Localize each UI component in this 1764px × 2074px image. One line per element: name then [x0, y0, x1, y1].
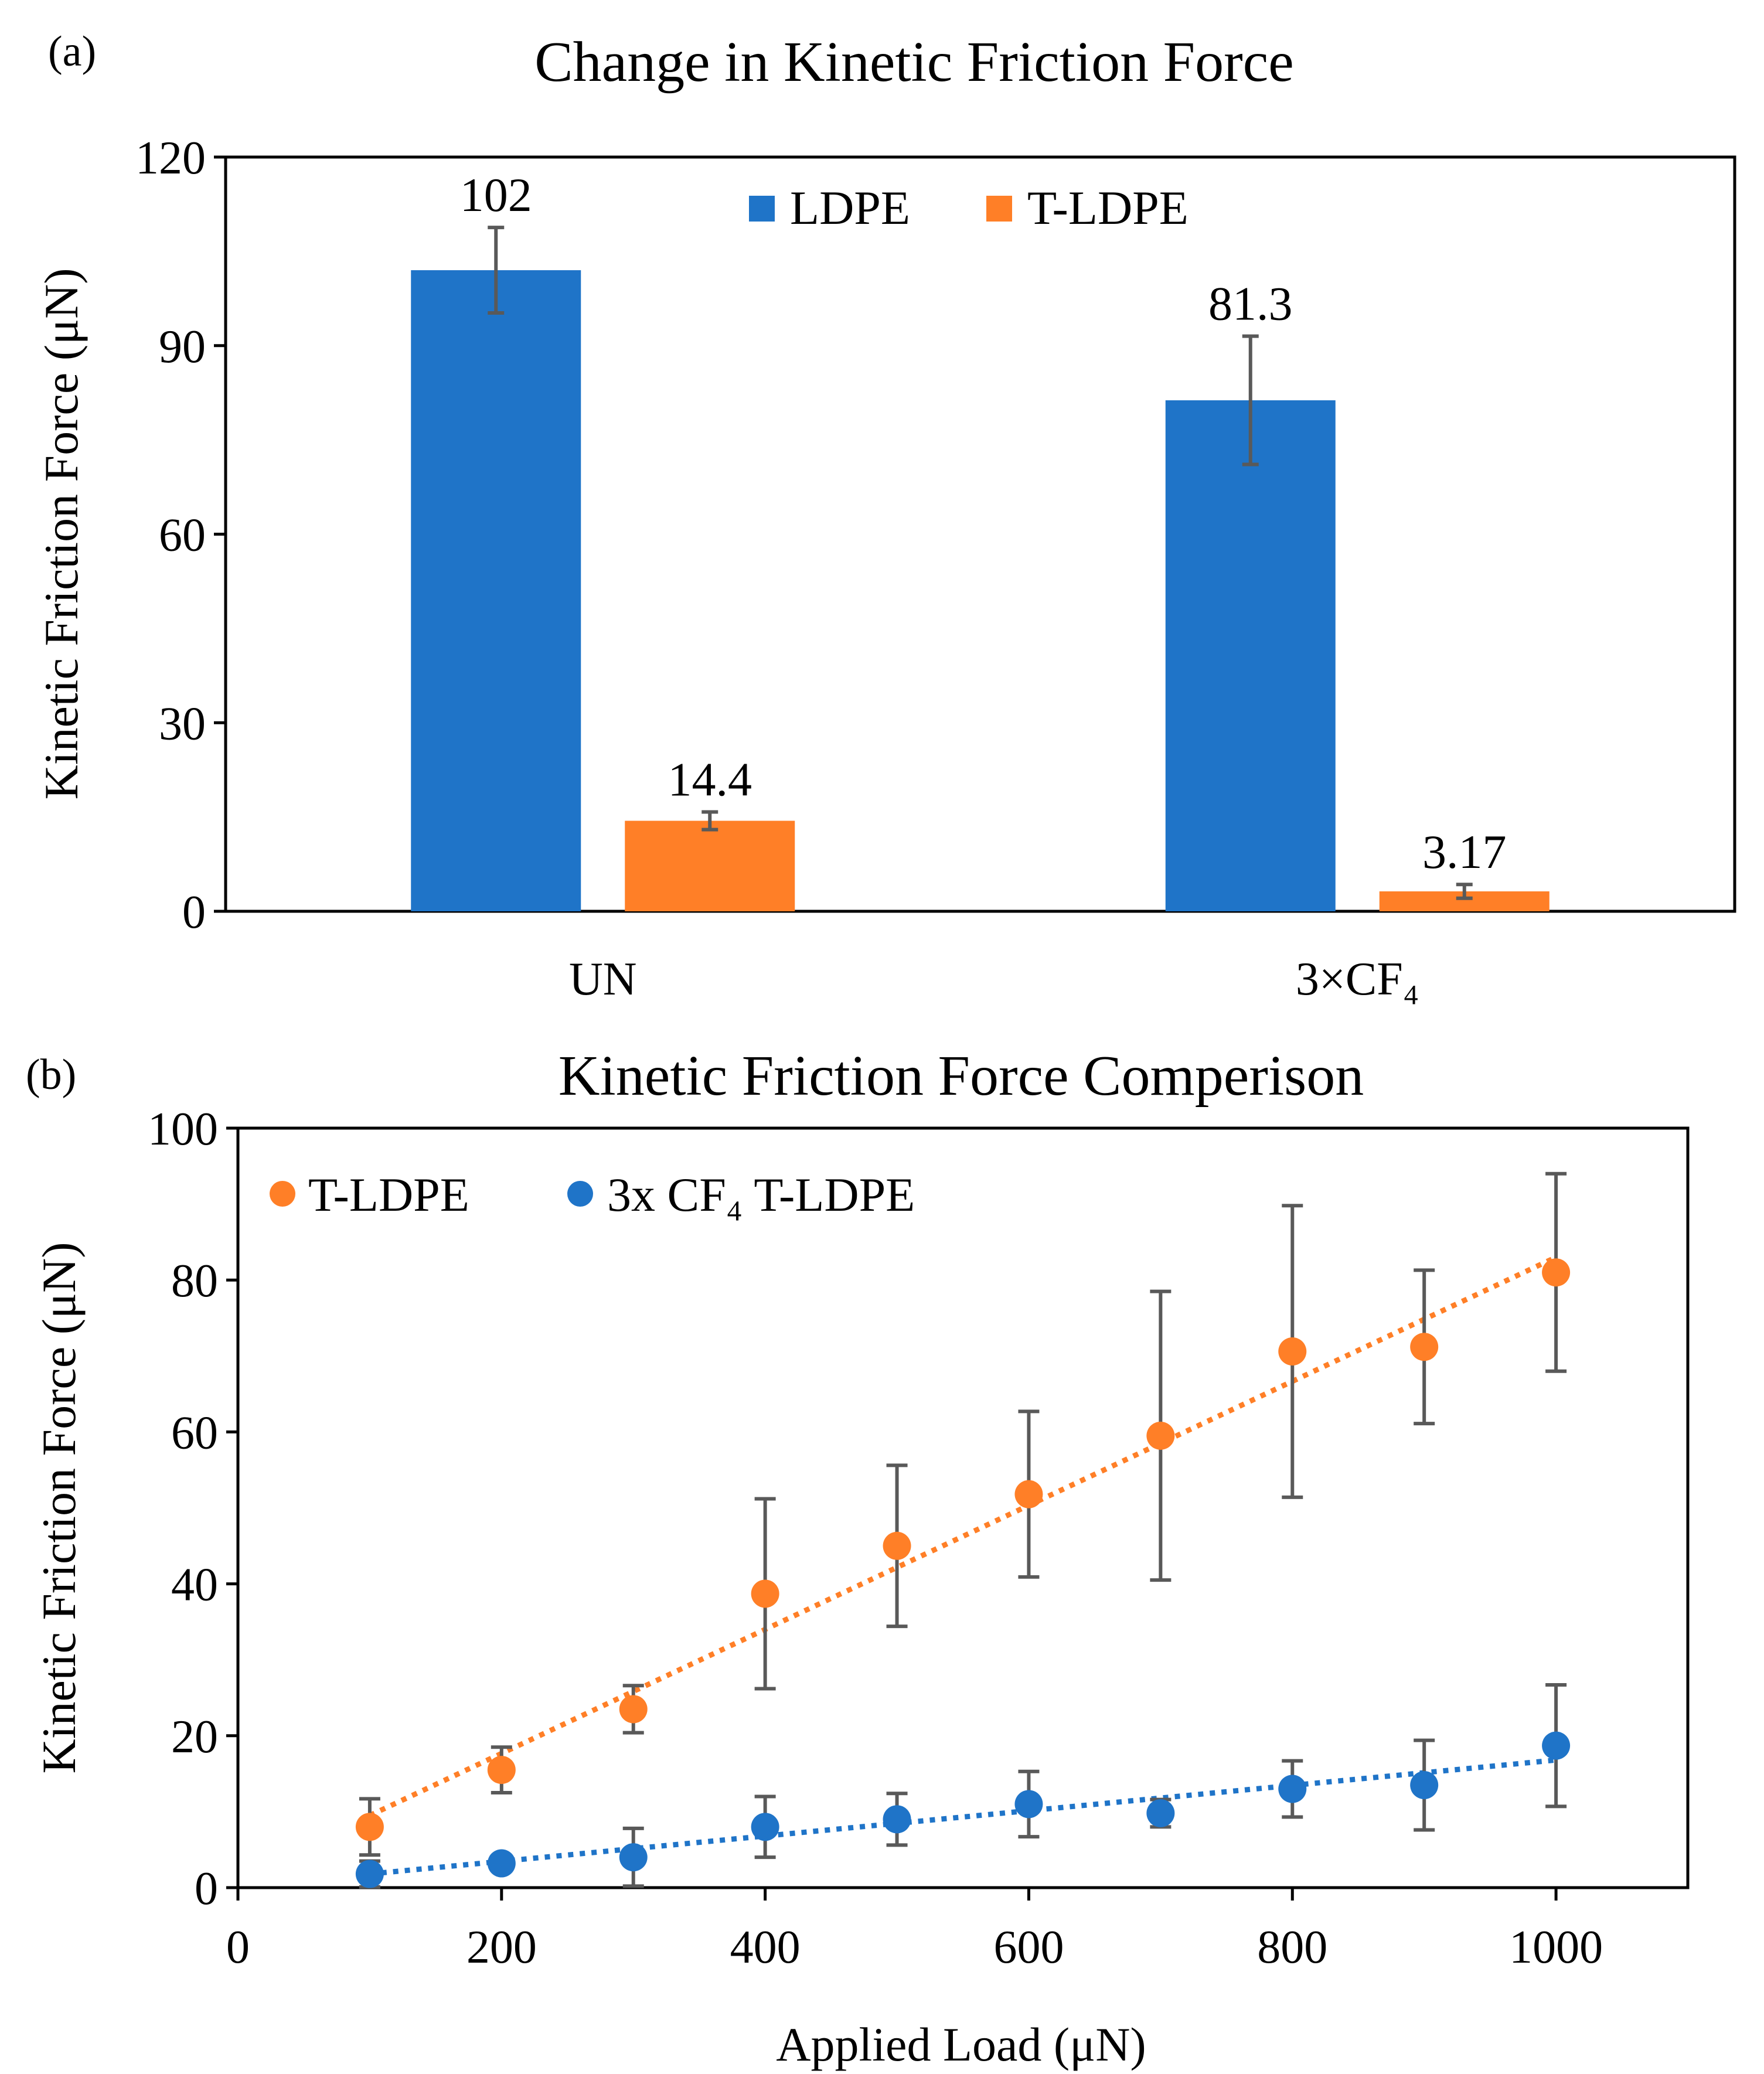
legend-swatch-t-ldpe [986, 196, 1012, 222]
data-point-s0-5 [1014, 1480, 1043, 1508]
panel-a-bar-chart: (a) Change in Kinetic Friction Force 0 30… [35, 28, 1736, 1005]
y-tick-label: 0 [182, 887, 206, 938]
x-tick-label: 400 [730, 1922, 801, 1973]
y-tick-label: 40 [171, 1559, 218, 1611]
panel-b-y-ticks: 0 20 40 60 80 100 [148, 1104, 238, 1915]
data-point-s0-3 [751, 1579, 779, 1608]
y-tick-label: 20 [171, 1711, 218, 1763]
x-tick-label: 200 [466, 1922, 537, 1973]
data-point-s1-7 [1278, 1775, 1307, 1803]
data-point-s0-6 [1146, 1421, 1175, 1450]
y-tick-label: 60 [171, 1407, 218, 1459]
bar-value-label: 81.3 [1208, 277, 1293, 331]
panel-b-title: Kinetic Friction Force Comperison [559, 1044, 1364, 1108]
data-point-s0-1 [487, 1756, 516, 1784]
error-bar-ldpe-0 [488, 226, 505, 315]
series-1 [355, 1683, 1571, 1889]
y-tick-label: 60 [159, 510, 206, 561]
error-bar-ldpe-1 [1242, 334, 1259, 466]
data-point-s1-1 [487, 1849, 516, 1878]
bar-t-ldpe-0 [625, 820, 795, 911]
panel-a-y-ticks: 0 30 60 90 120 [135, 132, 226, 938]
bar-value-label: 3.17 [1422, 825, 1507, 878]
panel-b-y-axis-label: Kinetic Friction Force (μN) [32, 1242, 86, 1773]
data-point-s1-2 [619, 1843, 648, 1872]
category-label: UN [569, 953, 637, 1005]
panel-a-title: Change in Kinetic Friction Force [534, 30, 1294, 94]
x-tick-label: 600 [993, 1922, 1064, 1973]
panel-a-tag: (a) [48, 28, 96, 76]
data-point-s1-6 [1146, 1799, 1175, 1827]
panel-b-plot-area [236, 1126, 1690, 1889]
panel-b-series [355, 1171, 1571, 1889]
legend-swatch-ldpe [749, 196, 775, 222]
trendline-0 [368, 1255, 1558, 1818]
data-point-s1-9 [1542, 1731, 1571, 1760]
data-point-s1-5 [1014, 1790, 1043, 1818]
x-tick-label: 1000 [1509, 1922, 1603, 1973]
data-point-s0-0 [355, 1813, 384, 1841]
data-point-s0-2 [619, 1695, 648, 1724]
series-0 [355, 1171, 1571, 1857]
bar-value-label: 14.4 [668, 753, 752, 806]
y-tick-label: 30 [159, 698, 206, 750]
data-point-s0-4 [883, 1531, 911, 1560]
bar-ldpe-1 [1165, 400, 1336, 911]
y-tick-label: 0 [195, 1863, 218, 1915]
legend-label-t-ldpe-scatter: T-LDPE [308, 1168, 469, 1221]
x-tick-label: 0 [226, 1922, 250, 1973]
y-tick-label: 90 [159, 321, 206, 373]
legend-label-t-ldpe: T-LDPE [1027, 181, 1189, 234]
panel-a-y-axis-label: Kinetic Friction Force (μN) [35, 268, 88, 799]
data-point-s0-8 [1410, 1333, 1439, 1361]
panel-a-bars: 102 14.4 81.3 3.17 [411, 168, 1550, 911]
panel-b-legend: T-LDPE 3x CF₄ T-LDPE [270, 1168, 915, 1221]
legend-marker-t-ldpe [270, 1181, 295, 1207]
bar-value-label: 102 [460, 168, 532, 222]
error-bar-t-ldpe-0 [701, 810, 718, 832]
panel-b-x-axis-label: Applied Load (μN) [776, 2018, 1146, 2071]
data-point-s1-8 [1410, 1771, 1439, 1800]
data-point-s1-3 [751, 1813, 779, 1841]
y-tick-label: 80 [171, 1255, 218, 1307]
data-point-s1-0 [355, 1860, 384, 1888]
panel-b-x-ticks: 0 200 400 600 800 1000 [226, 1888, 1603, 1973]
error-bar-t-ldpe-1 [1456, 883, 1473, 900]
data-point-s0-9 [1542, 1258, 1571, 1287]
bar-ldpe-0 [411, 270, 581, 911]
legend-label-ldpe: LDPE [790, 181, 910, 234]
panel-b-scatter-chart: (b) Kinetic Friction Force Comperison 0 2… [26, 1044, 1690, 2071]
legend-label-3x-cf4-t-ldpe: 3x CF₄ T-LDPE [607, 1168, 915, 1221]
panel-a-category-labels: UN 3×CF₄ [569, 953, 1419, 1005]
data-point-s1-4 [883, 1805, 911, 1834]
category-label: 3×CF₄ [1296, 953, 1419, 1005]
panel-a-legend: LDPE T-LDPE [749, 181, 1189, 234]
legend-marker-3x-cf4-t-ldpe [567, 1181, 593, 1207]
y-tick-label: 120 [135, 132, 206, 184]
y-tick-label: 100 [148, 1104, 218, 1155]
panel-b-tag: (b) [26, 1051, 76, 1099]
data-point-s0-7 [1278, 1337, 1307, 1366]
x-tick-label: 800 [1257, 1922, 1327, 1973]
